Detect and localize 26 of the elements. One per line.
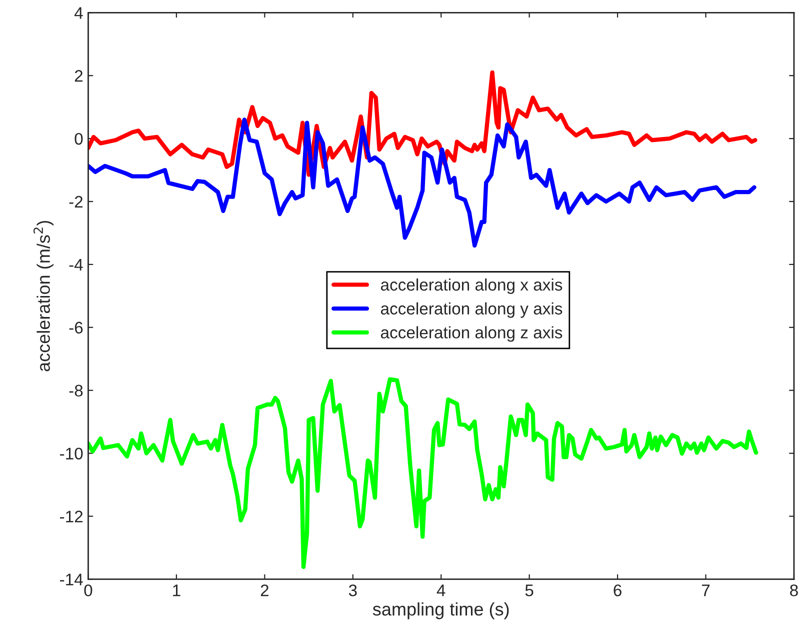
- y-tick-label: -10: [60, 448, 83, 460]
- x-tick-label: 1: [173, 584, 180, 596]
- y-tick-label: -2: [69, 196, 83, 208]
- line-series: [88, 118, 756, 248]
- x-tick-label: 5: [525, 584, 534, 596]
- y-tick-label: -8: [69, 384, 83, 397]
- x-tick-label: 7: [702, 584, 710, 596]
- x-tick-label: 6: [614, 584, 622, 596]
- x-tick-label: 0: [84, 584, 92, 596]
- x-tick-label: 4: [436, 584, 446, 596]
- x-tick-label: 3: [348, 584, 357, 596]
- y-tick-label: 4: [74, 7, 83, 19]
- line-series: [88, 377, 758, 570]
- legend-label: acceleration along y axis: [380, 302, 562, 318]
- y-tick-label: -4: [69, 259, 83, 270]
- x-axis-title: sampling time (s): [372, 602, 509, 620]
- y-axis-title: acceleration (m/s$^{2}$): [33, 220, 54, 372]
- y-tick-label: 0: [74, 132, 83, 145]
- legend-label: acceleration along x axis: [380, 278, 562, 294]
- legend-label: acceleration along z axis: [380, 326, 562, 342]
- y-tick-label: -14: [60, 574, 83, 586]
- y-tick-label: -12: [60, 510, 83, 522]
- x-tick-label: 2: [260, 584, 268, 596]
- y-tick-label: -6: [69, 322, 83, 334]
- y-tick-label: 2: [74, 70, 83, 82]
- x-tick-label: 8: [790, 584, 798, 596]
